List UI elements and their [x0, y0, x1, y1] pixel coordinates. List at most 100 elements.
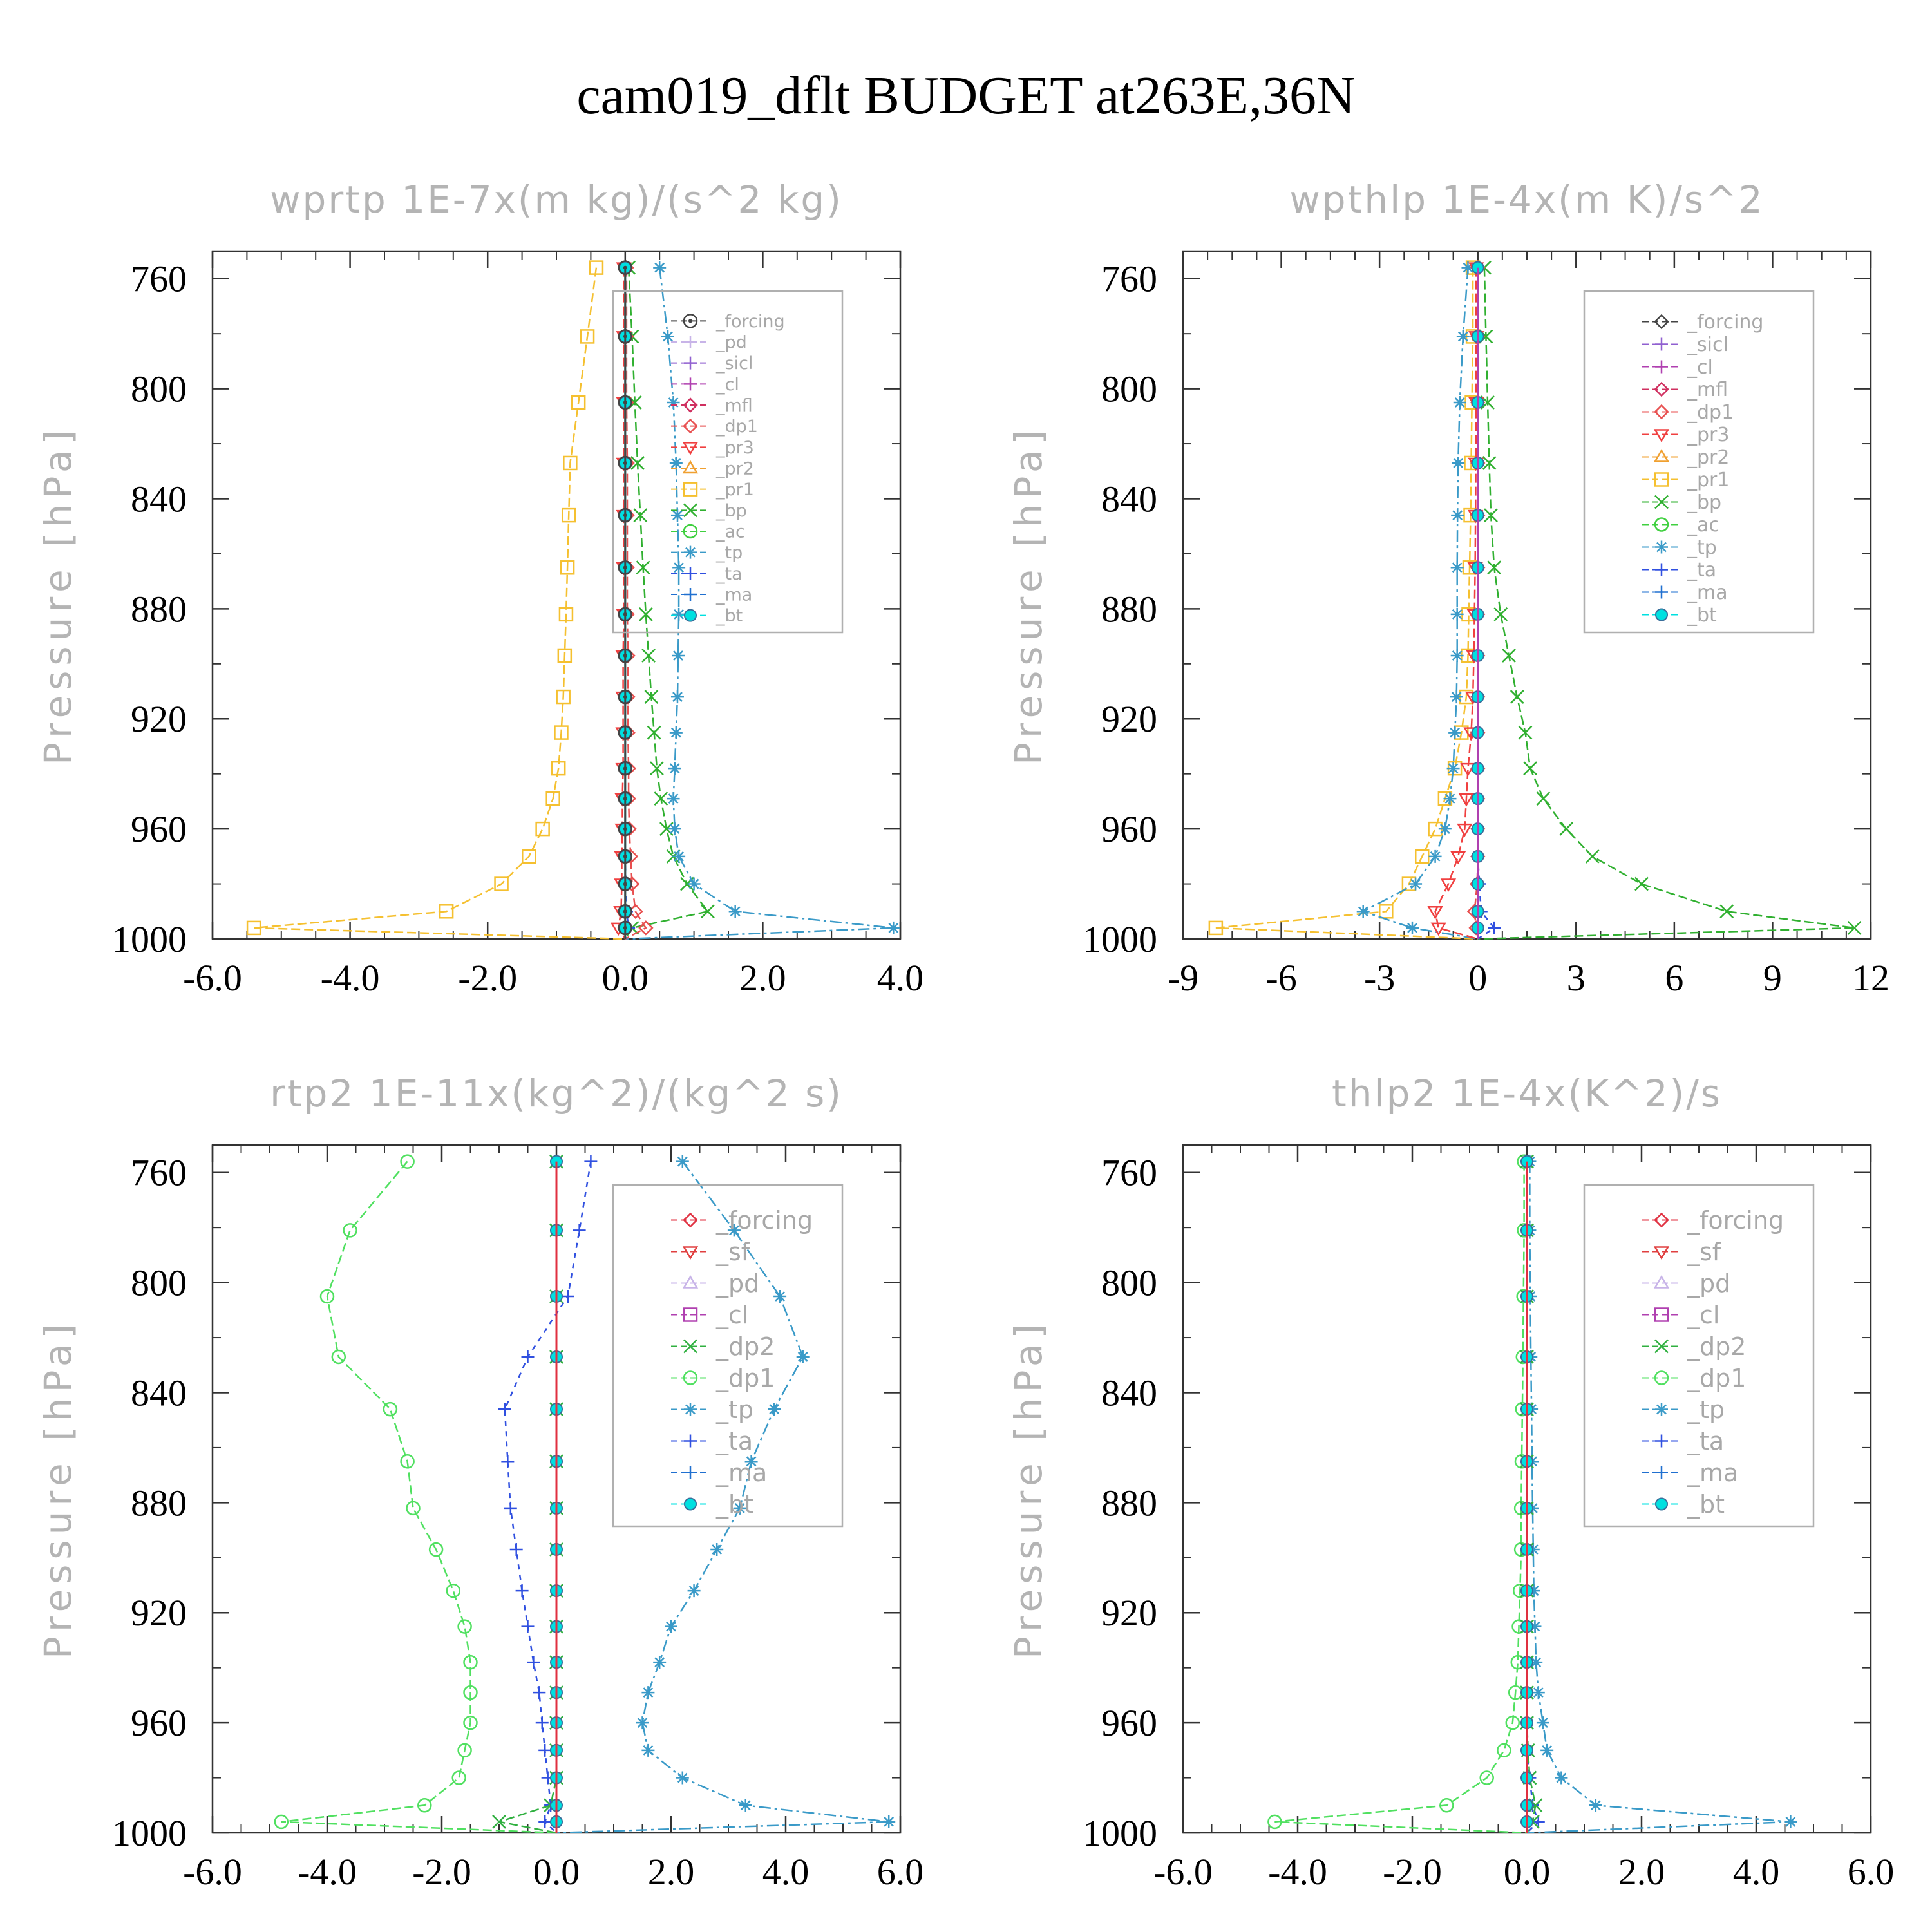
data-point	[492, 1815, 506, 1829]
legend-label: _ma	[715, 585, 752, 605]
data-point	[618, 849, 633, 864]
y-tick-label: 1000	[1083, 918, 1157, 960]
legend-marker	[1654, 314, 1669, 330]
legend-label: _pd	[1687, 1269, 1730, 1298]
legend-box	[1583, 1184, 1815, 1528]
data-point	[457, 1743, 472, 1758]
plot-frame	[211, 250, 902, 940]
series-line	[1526, 1161, 1537, 1833]
figure-title: cam019_dflt BUDGET at263E,36N	[576, 66, 1356, 126]
legend-label: _tp	[1687, 1396, 1725, 1424]
data-point	[733, 1501, 746, 1515]
data-point	[1585, 849, 1600, 864]
legend-marker	[683, 397, 698, 413]
data-point	[558, 607, 574, 622]
legend-label: _bt	[1687, 1490, 1725, 1519]
series-line	[625, 267, 894, 940]
chart-panel-4: thlp2 1E-4x(K^2)/s Pressure [hPa] -6.0 -4.0…	[1007, 1072, 1894, 1893]
data-point	[1451, 509, 1464, 522]
legend-label: _ma	[715, 1459, 767, 1487]
data-point	[1530, 1656, 1543, 1669]
data-point	[701, 904, 715, 919]
y-axis-label: Pressure [hPa]	[36, 1319, 80, 1659]
y-tick-label: 960	[1101, 808, 1157, 850]
series-line	[504, 1161, 592, 1833]
y-axis-label: Pressure [hPa]	[1007, 1319, 1050, 1659]
legend-box	[612, 1184, 844, 1528]
legend-label: _tp	[1687, 536, 1717, 559]
legend-label: _sf	[1687, 1238, 1722, 1266]
legend-label: _forcing	[1687, 1206, 1784, 1235]
data-point	[667, 792, 680, 806]
marker-center	[623, 334, 627, 339]
legend-label: _ma	[1687, 582, 1728, 604]
legend-label: _pr1	[715, 480, 754, 500]
legend-label: _tp	[715, 543, 743, 563]
y-tick-label: 880	[131, 588, 187, 630]
legend-label: _bt	[1687, 604, 1717, 627]
data-point	[561, 507, 576, 523]
data-point	[406, 1501, 421, 1516]
data-point	[343, 1223, 357, 1238]
y-tick-label: 880	[131, 1482, 187, 1524]
data-point	[618, 329, 633, 344]
x-tick-label: 0.0	[533, 1851, 580, 1893]
data-point	[446, 1583, 461, 1598]
series-line	[625, 267, 647, 940]
series-line	[624, 267, 710, 940]
data-point	[668, 762, 681, 775]
data-point	[1531, 1686, 1545, 1700]
data-point	[670, 509, 684, 522]
series_forcing	[618, 260, 633, 939]
data-point	[744, 1455, 758, 1468]
legend-label: _pr1	[1687, 469, 1729, 491]
x-tick-label: 0	[1468, 957, 1487, 999]
data-point	[887, 921, 900, 934]
x-tick-label: -9	[1168, 957, 1198, 999]
data-point	[504, 1501, 517, 1515]
y-tick-label: 760	[131, 258, 187, 300]
series-line	[556, 1160, 889, 1834]
legend-box	[1583, 290, 1815, 634]
data-point	[773, 1289, 787, 1303]
legend-marker	[684, 1497, 697, 1511]
data-point	[650, 761, 664, 776]
legend-label: _forcing	[1687, 311, 1763, 334]
data-point	[573, 1224, 586, 1237]
data-point	[515, 1584, 529, 1598]
marker-center	[623, 265, 627, 270]
data-point	[319, 1289, 335, 1304]
legend-item_cl: _cl	[671, 1301, 748, 1329]
y-tick-label: 1000	[112, 918, 187, 960]
x-tick-label: 2.0	[1618, 1851, 1665, 1893]
legend-label: _bp	[1687, 491, 1721, 514]
legend-item_sf: _sf	[1642, 1238, 1722, 1266]
data-point	[665, 1620, 677, 1633]
legend-item_bt: _bt	[1642, 604, 1717, 627]
y-tick-label: 1000	[1083, 1812, 1157, 1854]
legend-marker	[683, 418, 698, 434]
legend-label: _pr3	[1687, 424, 1729, 446]
data-point	[589, 260, 604, 275]
data-point	[463, 1654, 478, 1670]
series_pr3	[1427, 262, 1484, 940]
x-tick-label: 4.0	[877, 957, 924, 999]
data-point	[641, 649, 656, 663]
legend-marker	[1654, 1212, 1669, 1228]
data-point	[1415, 849, 1430, 864]
data-point	[1406, 921, 1419, 934]
series_dp2	[492, 1154, 564, 1834]
data-point	[661, 330, 675, 343]
marker-center	[623, 400, 627, 404]
data-point	[618, 260, 633, 275]
data-point	[653, 261, 667, 274]
legend-marker	[1655, 1403, 1668, 1416]
legend-marker	[682, 460, 699, 474]
x-tick-label: -4.0	[321, 957, 380, 999]
legend-marker	[682, 1275, 699, 1289]
legend-label: _forcing	[715, 312, 785, 332]
data-point	[618, 761, 633, 776]
y-axis-label: Pressure [hPa]	[1007, 425, 1050, 765]
legend-label: _cl	[715, 1301, 748, 1329]
y-tick-label: 920	[131, 1592, 187, 1634]
